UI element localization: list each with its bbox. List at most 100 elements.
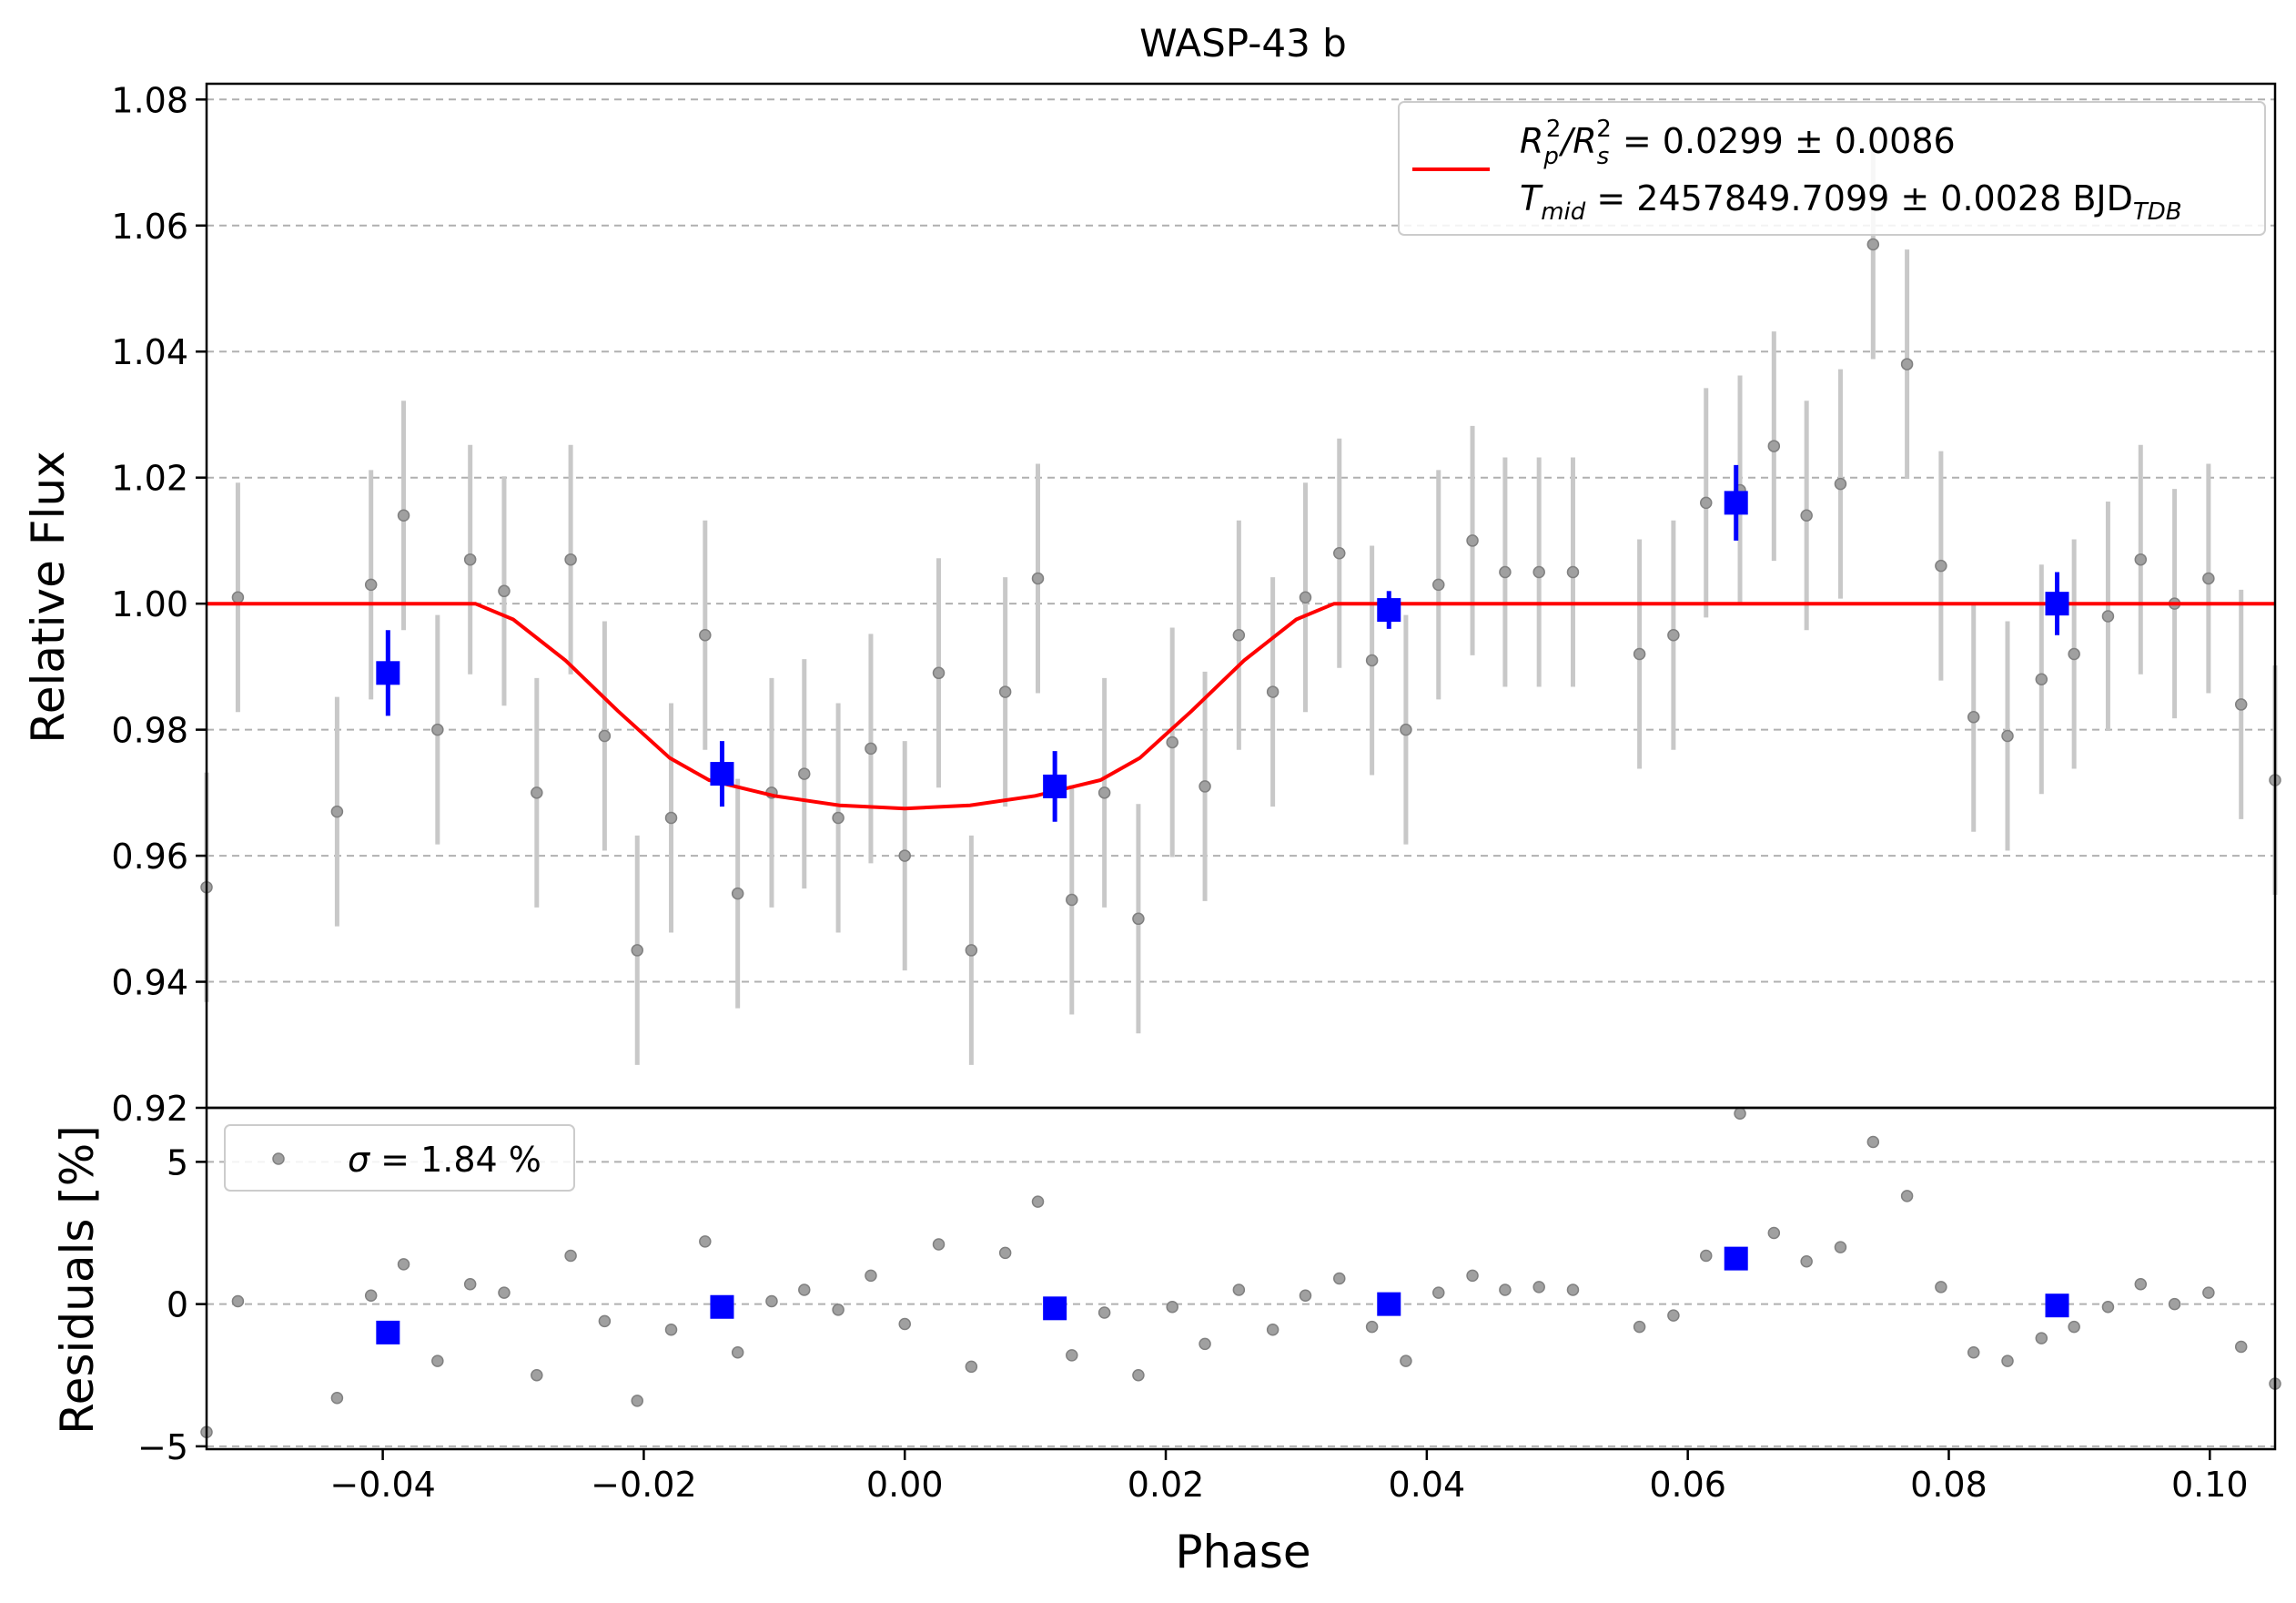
residual-data-point [1299, 1289, 1312, 1302]
x-axis-label: Phase [1175, 1526, 1310, 1578]
residual-legend-value: = 1.84 % [369, 1140, 541, 1180]
main-y-axis-label: Relative Flux [22, 451, 75, 743]
main-data-point [431, 723, 444, 736]
main-data-point [1466, 534, 1479, 547]
legend-r-sup: 2 [1546, 116, 1562, 143]
legend-r-sup-2: 2 [1596, 116, 1612, 143]
main-data-point [2068, 647, 2080, 661]
main-data-point [498, 584, 511, 598]
main-data-point [1299, 591, 1312, 604]
residual-data-point [1166, 1301, 1178, 1314]
residual-data-point [2234, 1340, 2248, 1354]
main-data-point [832, 811, 845, 825]
residual-data-point [2202, 1286, 2215, 1299]
legend-r-sub-p: p [1542, 143, 1559, 170]
residual-data-point [1400, 1354, 1412, 1367]
legend-tmid-value: = 2457849.7099 ± 0.0028 BJD [1585, 178, 2133, 218]
main-y-tick-label: 1.00 [111, 584, 188, 624]
main-data-point [2001, 729, 2014, 743]
residual-data-point [431, 1354, 444, 1367]
transit-model-line [207, 602, 2275, 811]
residual-data-point [364, 1289, 378, 1302]
main-y-axis: 0.92 0.94 0.96 0.98 1.00 1.02 1.04 1.06 1.08 [111, 80, 207, 1129]
residual-data-point [1834, 1241, 1847, 1253]
residual-data-point [1566, 1283, 1580, 1296]
main-y-tick-label: 1.06 [111, 207, 188, 247]
main-data-point [1132, 912, 1145, 926]
residual-data-point [932, 1238, 946, 1251]
residual-data-point [463, 1278, 477, 1291]
main-data-point [1834, 477, 1847, 491]
residual-data-point [330, 1392, 344, 1405]
residual-data-point [898, 1317, 911, 1331]
residual-data-point [531, 1369, 543, 1382]
residual-y-axis-label: Residuals [%] [51, 1125, 104, 1435]
residual-data-point [1466, 1269, 1479, 1283]
residual-plot-frame [205, 1106, 2277, 1451]
residual-data-point [2068, 1320, 2080, 1334]
residual-data-point [1333, 1272, 1346, 1285]
main-data-point [898, 849, 911, 862]
residual-data-point [1266, 1324, 1279, 1336]
residual-data-point [798, 1283, 811, 1296]
residual-data-point [998, 1246, 1012, 1260]
legend-t-sub: mid [1541, 198, 1586, 226]
main-legend: Rp2/Rs2 = 0.0299 ± 0.0086 Tmid = 2457849… [1398, 101, 2266, 236]
main-data-point [731, 887, 744, 900]
main-data-point [1499, 565, 1512, 579]
main-y-tick-label: 1.08 [111, 80, 188, 120]
residual-data-point [2134, 1278, 2148, 1291]
main-data-point [965, 944, 978, 957]
main-legend-box [1398, 101, 2266, 236]
residual-y-axis: −5 0 5 [137, 1142, 207, 1467]
main-data-point [364, 578, 378, 592]
x-tick-label: 0.08 [1910, 1465, 1988, 1505]
residuals-plot-panel: −505 −0.04 −0.02 0.00 0.02 0.04 0.06 0.08 0.10 … [51, 1106, 2281, 1578]
main-data-point [1432, 578, 1445, 592]
legend-ratio-slash: /R [1558, 121, 1596, 161]
residual-data-point [1900, 1190, 1914, 1202]
residual-data-point [1432, 1286, 1445, 1299]
main-data-point [1166, 736, 1178, 749]
legend-radius-value: = 0.0299 ± 0.0086 [1612, 121, 1956, 161]
main-data-point [397, 509, 410, 522]
main-data-point [1633, 647, 1646, 661]
residual-data-point [1767, 1226, 1781, 1240]
main-data-point [1400, 723, 1412, 736]
residual-data-point [1935, 1281, 1947, 1294]
residual-y-tick-label: −5 [137, 1427, 188, 1467]
main-binned-points [376, 464, 2069, 822]
main-data-point [631, 944, 643, 957]
residual-binned-points [376, 1246, 2069, 1344]
residual-binned-point [710, 1294, 734, 1319]
residual-data-point [1800, 1255, 1813, 1268]
legend-tdb-sub: TDB [2133, 198, 2182, 226]
main-data-point [1767, 440, 1781, 452]
residual-legend-box [224, 1124, 575, 1192]
main-y-tick-label: 1.04 [111, 332, 188, 372]
main-data-point [1667, 629, 1680, 642]
legend-r-symbol: R [1520, 121, 1543, 161]
main-binned-point [2045, 592, 2069, 616]
main-data-point [699, 629, 712, 642]
x-tick-label: 0.10 [2171, 1465, 2249, 1505]
main-data-point [531, 786, 543, 799]
main-data-point [231, 591, 245, 604]
main-data-points [200, 238, 2281, 957]
residual-data-point [1199, 1337, 1211, 1351]
main-data-point [1365, 654, 1379, 667]
residual-data-point [1232, 1283, 1246, 1296]
main-binned-point [1043, 774, 1067, 798]
main-data-point [1866, 238, 1880, 251]
x-tick-label: 0.00 [866, 1465, 944, 1505]
residual-binned-point [2045, 1294, 2069, 1318]
residual-data-point [231, 1294, 245, 1308]
residual-legend-marker [272, 1152, 285, 1165]
residual-binned-point [1043, 1296, 1067, 1321]
residual-data-point [1031, 1195, 1045, 1208]
residual-legend-text: σ = 1.84 % [348, 1140, 541, 1180]
residual-data-points [200, 1107, 2281, 1438]
main-binned-point [1724, 491, 1748, 515]
residual-legend-sigma: σ [348, 1140, 371, 1180]
